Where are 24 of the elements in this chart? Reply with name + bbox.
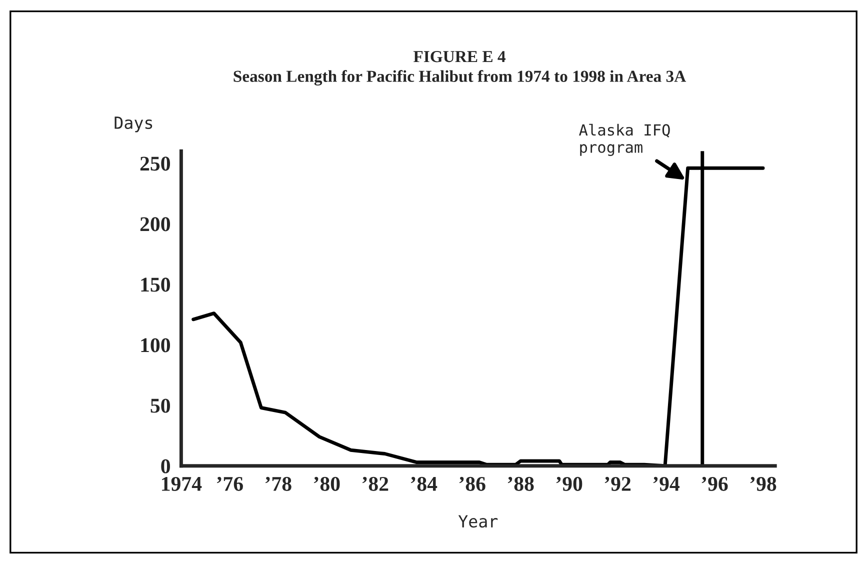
x-tick-label: ’96 xyxy=(702,476,728,491)
chart-title: FIGURE E 4 xyxy=(413,51,506,62)
x-tick-label: ’90 xyxy=(556,476,582,491)
x-tick-label: ’82 xyxy=(362,476,388,491)
y-tick-label: 150 xyxy=(141,278,170,292)
x-tick-label: ’86 xyxy=(460,476,486,491)
x-tick-label: ’98 xyxy=(750,476,776,491)
chart-subtitle: Season Length for Pacific Halibut from 1974 to 1998 in Area 3A xyxy=(234,70,686,86)
x-tick-label: ’88 xyxy=(508,476,534,491)
x-tick-label: 1974 xyxy=(162,476,202,491)
x-tick-label: ’76 xyxy=(217,476,243,491)
y-tick-label: 100 xyxy=(141,338,170,352)
x-tick-label: ’92 xyxy=(604,476,631,491)
y-tick-label: 0 xyxy=(161,459,170,474)
y-tick-label: 50 xyxy=(150,398,170,413)
x-tick-label: ’84 xyxy=(411,476,438,491)
y-tick-label: 200 xyxy=(140,217,170,232)
x-axis-title: Year xyxy=(458,515,498,528)
y-tick-label: 250 xyxy=(140,156,170,171)
y-axis-title: Days xyxy=(114,116,152,132)
x-tick-label: ’80 xyxy=(314,476,340,491)
x-tick-label: ’78 xyxy=(266,476,292,491)
x-tick-label: ’94 xyxy=(653,476,680,491)
annotation: Alaska IFQ program xyxy=(579,124,670,156)
